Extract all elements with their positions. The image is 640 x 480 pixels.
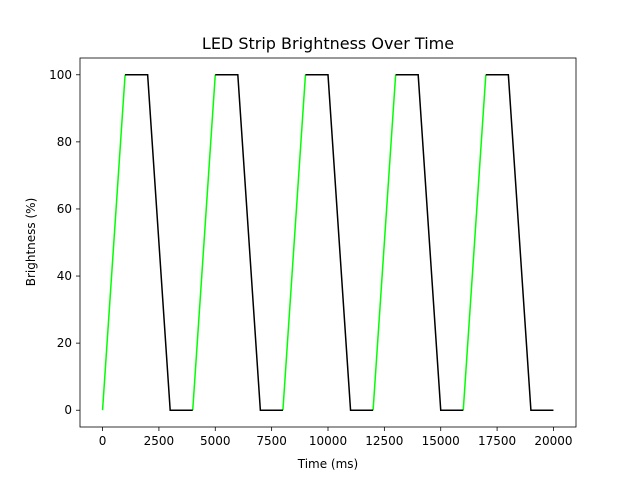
y-tick-label: 40 (57, 269, 72, 283)
series-layer (101, 74, 554, 411)
series-2-segment-1 (125, 74, 193, 411)
x-axis-label: Time (ms) (297, 457, 359, 471)
x-axis-ticks: 0 2500 5000 7500 10000 12500 15000 17500 20000 (99, 427, 573, 448)
series-1-segment-5 (462, 74, 487, 411)
x-tick-label: 7500 (256, 434, 287, 448)
x-tick-label: 12500 (365, 434, 403, 448)
x-tick-label: 20000 (534, 434, 572, 448)
series-2-segment-3 (305, 74, 374, 411)
x-tick-label: 5000 (200, 434, 231, 448)
series-2-segment-5 (485, 74, 554, 411)
y-tick-label: 100 (49, 68, 72, 82)
y-axis-label: Brightness (%) (24, 198, 38, 287)
series-2-segment-4 (395, 74, 464, 411)
y-tick-label: 60 (57, 202, 72, 216)
x-tick-label: 0 (99, 434, 107, 448)
plot-background (80, 58, 576, 427)
series-1-segment-1 (101, 74, 126, 411)
y-axis-ticks: 0 20 40 60 80 100 (49, 68, 80, 417)
chart-title: LED Strip Brightness Over Time (202, 34, 454, 53)
y-tick-label: 20 (57, 336, 72, 350)
series-2-segment-2 (215, 74, 283, 411)
x-tick-label: 10000 (309, 434, 347, 448)
x-tick-label: 2500 (144, 434, 175, 448)
x-tick-label: 17500 (478, 434, 516, 448)
series-1-segment-2 (191, 74, 217, 411)
x-tick-label: 15000 (422, 434, 460, 448)
plot-area (79, 57, 577, 428)
series-1-segment-4 (372, 74, 397, 411)
series-1-segment-3 (282, 74, 307, 411)
y-tick-label: 80 (57, 135, 72, 149)
y-tick-label: 0 (64, 403, 72, 417)
